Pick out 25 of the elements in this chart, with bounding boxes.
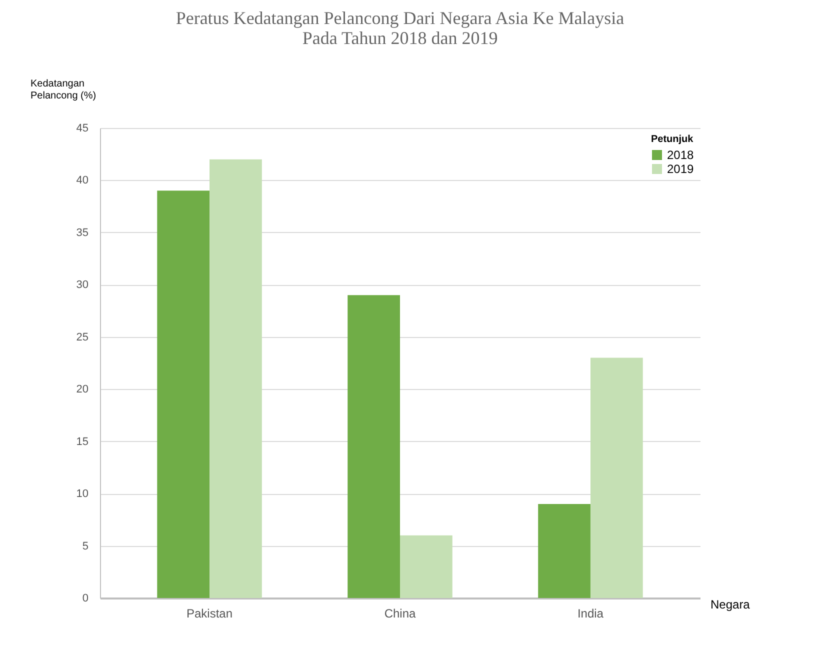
bar <box>348 295 400 598</box>
y-tick-label: 35 <box>76 226 88 239</box>
bar <box>157 190 210 598</box>
y-axis-title: Kedatangan Pelancong (%) <box>30 78 96 102</box>
x-axis-title: Negara <box>710 598 750 612</box>
y-tick-label: 0 <box>82 592 88 604</box>
bar <box>400 535 452 598</box>
y-tick-label: 20 <box>76 384 88 396</box>
y-tick-label: 15 <box>76 436 88 448</box>
y-tick-label: 10 <box>76 488 88 500</box>
y-tick-label: 25 <box>76 331 88 344</box>
x-tick-label: India <box>577 606 604 620</box>
chart-title: Peratus Kedatangan Pelancong Dari Negara Asia Ke Malaysia Pada Tahun 2018 dan 2019 <box>176 8 624 48</box>
y-tick-label: 45 <box>76 122 88 134</box>
legend-label: 2018 <box>667 148 694 162</box>
bar <box>210 159 262 598</box>
y-tick-label: 40 <box>76 174 88 187</box>
y-tick-label: 30 <box>76 279 88 292</box>
bar <box>590 358 643 598</box>
x-tick-label: China <box>384 606 416 620</box>
bar <box>538 504 590 598</box>
y-tick-label: 5 <box>82 540 88 552</box>
legend-title: Petunjuk <box>651 134 694 145</box>
x-tick-label: Pakistan <box>186 606 233 620</box>
legend-label: 2019 <box>667 162 694 176</box>
